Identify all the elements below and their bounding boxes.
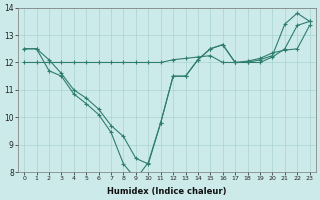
X-axis label: Humidex (Indice chaleur): Humidex (Indice chaleur) <box>107 187 227 196</box>
